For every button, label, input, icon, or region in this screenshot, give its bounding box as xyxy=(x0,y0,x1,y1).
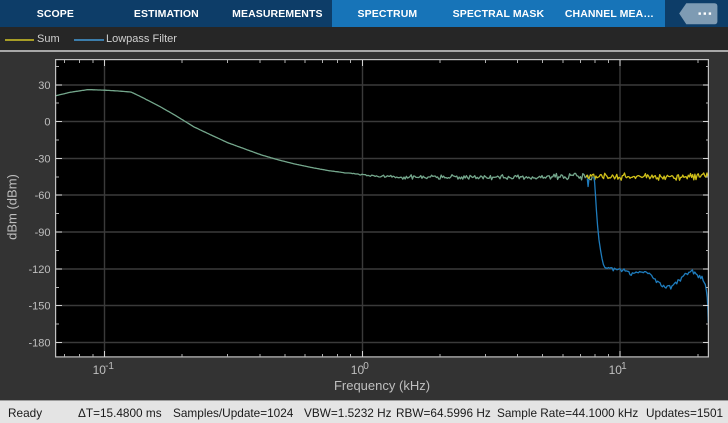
svg-text:-150: -150 xyxy=(28,301,50,313)
svg-text:0: 0 xyxy=(363,361,369,372)
svg-text:-90: -90 xyxy=(35,227,51,239)
svg-text:1: 1 xyxy=(621,361,627,372)
svg-text:-30: -30 xyxy=(35,154,51,166)
svg-text:-120: -120 xyxy=(28,264,50,276)
svg-text:Frequency (kHz): Frequency (kHz) xyxy=(334,378,430,393)
svg-text:10: 10 xyxy=(609,363,623,377)
svg-text:30: 30 xyxy=(38,80,50,92)
svg-text:dBm (dBm): dBm (dBm) xyxy=(5,174,20,240)
svg-text:-180: -180 xyxy=(28,338,50,350)
svg-text:-60: -60 xyxy=(35,190,51,202)
svg-text:10: 10 xyxy=(93,363,107,377)
svg-text:-1: -1 xyxy=(105,361,114,372)
svg-text:10: 10 xyxy=(351,363,365,377)
svg-text:0: 0 xyxy=(44,117,50,129)
